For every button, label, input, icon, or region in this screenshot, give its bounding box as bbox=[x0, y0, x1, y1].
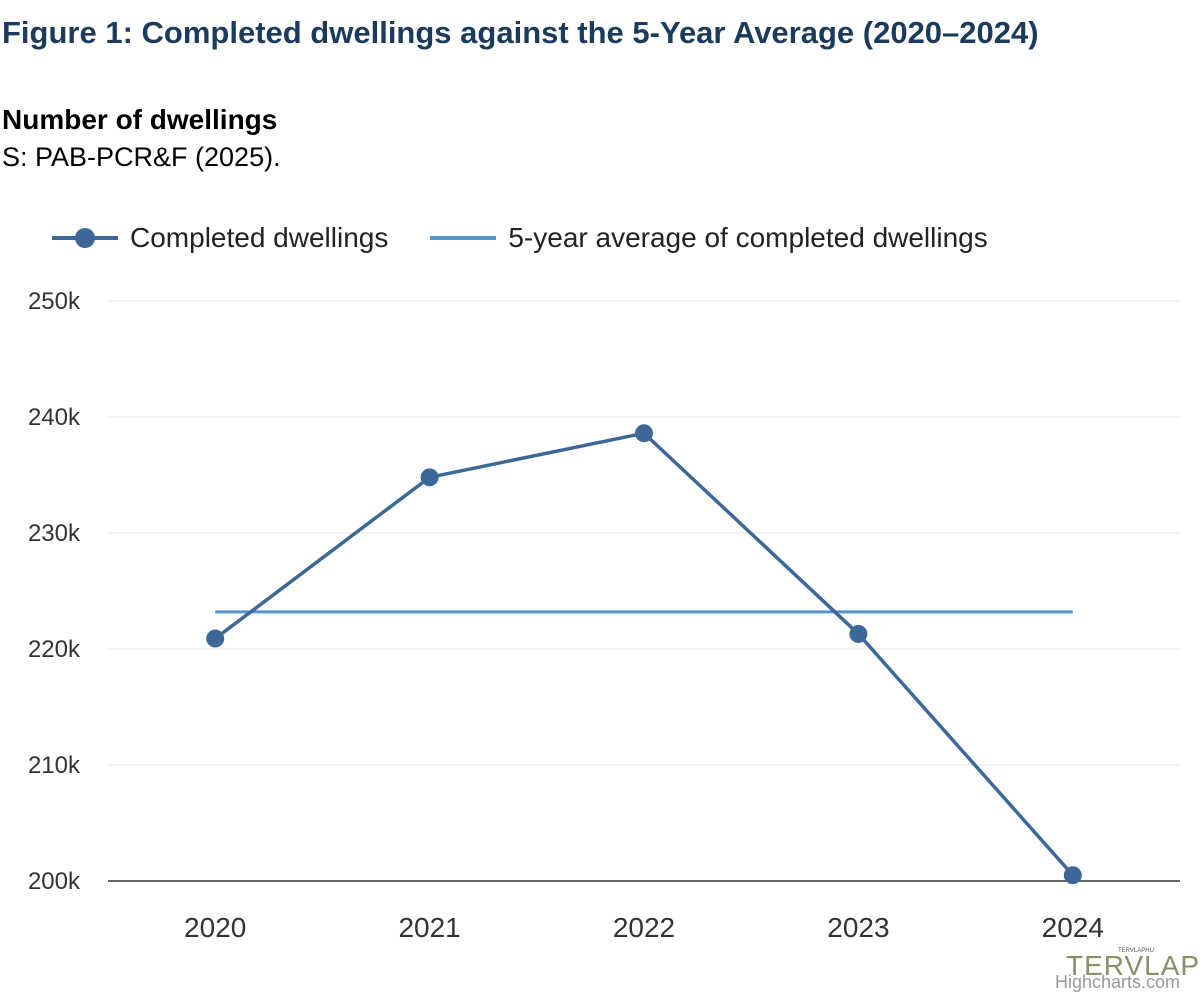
legend-label-average: 5-year average of completed dwellings bbox=[508, 222, 988, 253]
data-point-2022[interactable] bbox=[635, 424, 653, 443]
source-note: S: PAB-PCR&F (2025). bbox=[2, 142, 281, 172]
series-line-completed[interactable] bbox=[214, 431, 1075, 877]
legend-item-average[interactable]: 5-year average of completed dwellings bbox=[428, 222, 988, 254]
watermark: TERVLAP bbox=[1066, 950, 1200, 981]
x-axis: 2020 2021 2022 2023 2024 bbox=[184, 912, 1104, 943]
y-tick-label: 210k bbox=[28, 752, 81, 779]
watermark-small: TERVLAPHU bbox=[1118, 948, 1154, 954]
legend-label-completed: Completed dwellings bbox=[130, 222, 389, 253]
data-point-2024[interactable] bbox=[1063, 866, 1082, 885]
data-point-2021[interactable] bbox=[420, 468, 439, 487]
y-axis: 200k 210k 220k 230k 240k 250k bbox=[28, 288, 81, 895]
legend-line-icon bbox=[430, 236, 497, 240]
x-tick-label: 2023 bbox=[827, 912, 889, 943]
x-tick-label: 2021 bbox=[398, 912, 460, 943]
y-tick-label: 250k bbox=[28, 288, 81, 315]
grid-lines bbox=[108, 300, 1180, 882]
legend: Completed dwellings 5-year average of co… bbox=[50, 218, 1028, 258]
data-point-2020[interactable] bbox=[206, 629, 225, 648]
chart-title: Figure 1: Completed dwellings against th… bbox=[2, 15, 1039, 50]
series-group bbox=[206, 424, 1082, 885]
x-tick-label: 2020 bbox=[184, 912, 246, 943]
y-tick-label: 230k bbox=[28, 520, 81, 547]
legend-item-completed[interactable]: Completed dwellings bbox=[50, 222, 388, 254]
y-tick-label: 220k bbox=[28, 636, 81, 663]
x-tick-label: 2024 bbox=[1042, 912, 1104, 943]
chart-subtitle: Number of dwellings bbox=[2, 104, 278, 135]
y-tick-label: 240k bbox=[28, 404, 81, 431]
data-point-2023[interactable] bbox=[849, 624, 868, 643]
x-tick-label: 2022 bbox=[613, 912, 675, 943]
credits-link[interactable]: Highcharts.com bbox=[1054, 972, 1180, 992]
legend-line-marker-icon bbox=[52, 228, 118, 248]
y-tick-label: 200k bbox=[28, 868, 81, 895]
